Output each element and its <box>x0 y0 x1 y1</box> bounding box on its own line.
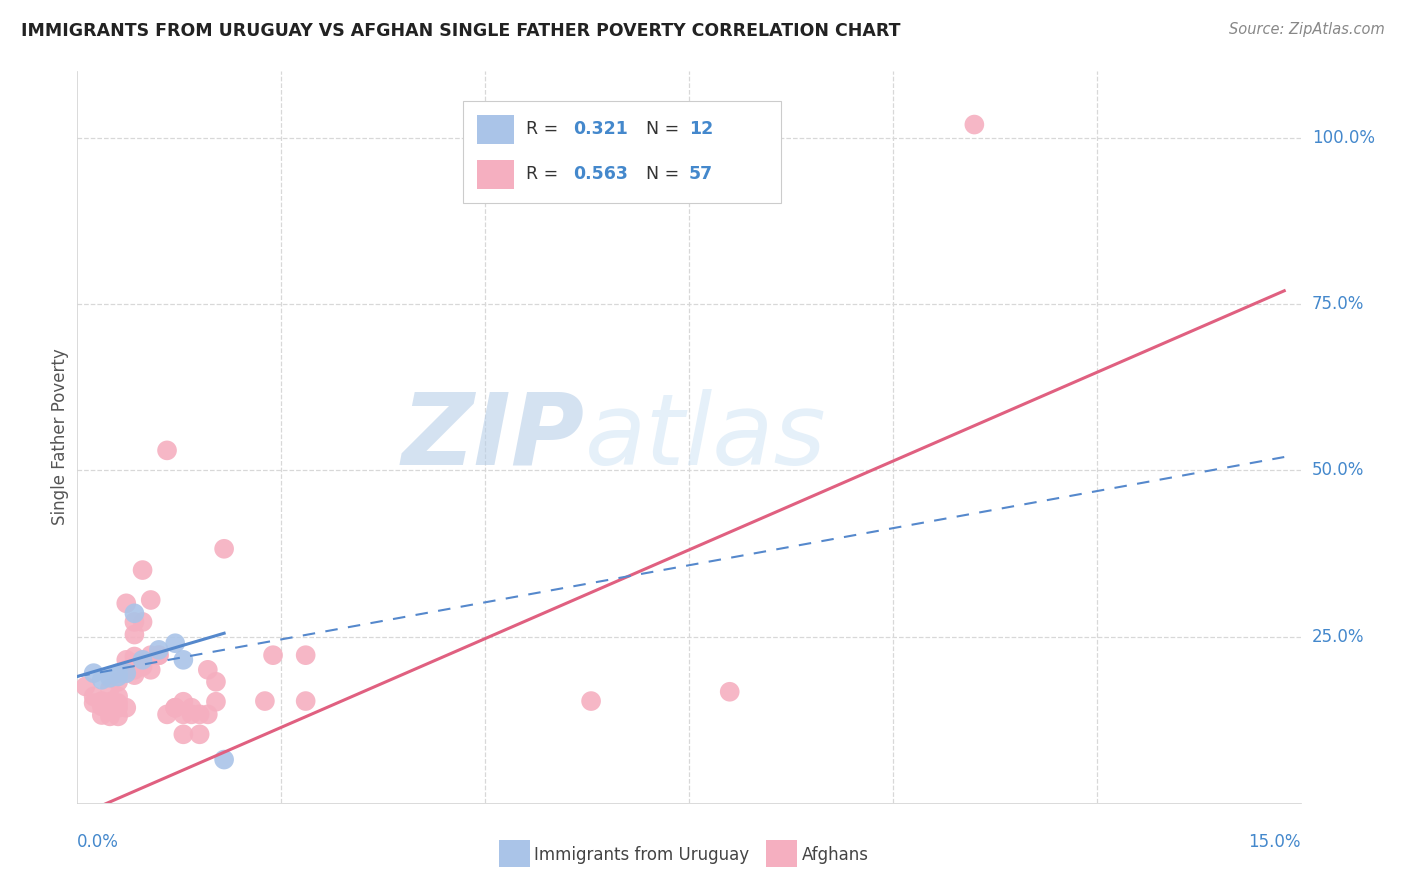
Text: IMMIGRANTS FROM URUGUAY VS AFGHAN SINGLE FATHER POVERTY CORRELATION CHART: IMMIGRANTS FROM URUGUAY VS AFGHAN SINGLE… <box>21 22 901 40</box>
Point <box>294 648 316 663</box>
Text: R =: R = <box>526 120 564 138</box>
Point <box>107 696 129 710</box>
Text: 0.563: 0.563 <box>572 165 627 184</box>
Point <box>262 648 284 663</box>
Text: 100.0%: 100.0% <box>1312 128 1375 147</box>
Point <box>131 659 153 673</box>
Point <box>75 680 97 694</box>
Text: 15.0%: 15.0% <box>1249 833 1301 851</box>
Point <box>188 707 211 722</box>
Text: 25.0%: 25.0% <box>1312 628 1364 646</box>
Point <box>718 685 741 699</box>
Point <box>124 615 146 629</box>
Point <box>98 695 121 709</box>
Point <box>83 696 105 710</box>
Point <box>124 627 146 641</box>
Point <box>197 663 219 677</box>
FancyBboxPatch shape <box>477 115 515 144</box>
Point <box>131 653 153 667</box>
Point <box>107 674 129 689</box>
Text: Afghans: Afghans <box>801 846 869 863</box>
Point <box>98 709 121 723</box>
Point <box>165 636 187 650</box>
Text: 0.0%: 0.0% <box>77 833 120 851</box>
Point <box>172 707 194 722</box>
Point <box>90 708 112 723</box>
Text: N =: N = <box>647 120 685 138</box>
Point <box>148 648 170 663</box>
Text: ZIP: ZIP <box>402 389 585 485</box>
Text: 12: 12 <box>689 120 713 138</box>
Point <box>148 648 170 663</box>
Point <box>90 699 112 714</box>
Text: 50.0%: 50.0% <box>1312 461 1364 479</box>
Point <box>90 694 112 708</box>
Point <box>180 707 202 722</box>
Point <box>124 649 146 664</box>
Point <box>180 700 202 714</box>
Point <box>131 656 153 670</box>
Point <box>90 673 112 687</box>
Point <box>107 709 129 723</box>
Point <box>156 443 179 458</box>
Text: N =: N = <box>647 165 685 184</box>
Text: atlas: atlas <box>585 389 827 485</box>
Point <box>131 615 153 629</box>
Point <box>212 541 235 556</box>
Point <box>124 607 146 621</box>
Point <box>124 668 146 682</box>
Point <box>172 695 194 709</box>
Point <box>963 118 986 132</box>
Point <box>253 694 276 708</box>
Point <box>115 663 138 677</box>
Point <box>165 700 187 714</box>
Point <box>124 663 146 677</box>
Point <box>579 694 602 708</box>
Text: 75.0%: 75.0% <box>1312 295 1364 313</box>
Point <box>139 648 162 663</box>
Point <box>107 690 129 704</box>
Point <box>205 695 228 709</box>
Point <box>197 707 219 722</box>
Point <box>98 700 121 714</box>
Y-axis label: Single Father Poverty: Single Father Poverty <box>51 349 69 525</box>
Point <box>83 690 105 704</box>
Point <box>139 663 162 677</box>
Point <box>205 674 228 689</box>
Point <box>131 563 153 577</box>
Point <box>139 593 162 607</box>
Point <box>156 707 179 722</box>
Point <box>172 653 194 667</box>
Text: R =: R = <box>526 165 564 184</box>
Point <box>115 653 138 667</box>
Text: 0.321: 0.321 <box>572 120 627 138</box>
FancyBboxPatch shape <box>463 101 780 203</box>
Point <box>107 666 129 681</box>
Point <box>115 596 138 610</box>
Point <box>83 666 105 681</box>
Point <box>124 656 146 670</box>
Point <box>172 727 194 741</box>
Text: Source: ZipAtlas.com: Source: ZipAtlas.com <box>1229 22 1385 37</box>
Point <box>188 727 211 741</box>
Point <box>115 700 138 714</box>
Point <box>98 671 121 685</box>
Point <box>148 643 170 657</box>
Text: Immigrants from Uruguay: Immigrants from Uruguay <box>534 846 749 863</box>
Point <box>115 666 138 681</box>
Text: 57: 57 <box>689 165 713 184</box>
Point <box>212 753 235 767</box>
FancyBboxPatch shape <box>477 160 515 189</box>
Point <box>107 700 129 714</box>
Point <box>294 694 316 708</box>
Point <box>107 669 129 683</box>
Point <box>165 700 187 714</box>
Point <box>98 681 121 696</box>
